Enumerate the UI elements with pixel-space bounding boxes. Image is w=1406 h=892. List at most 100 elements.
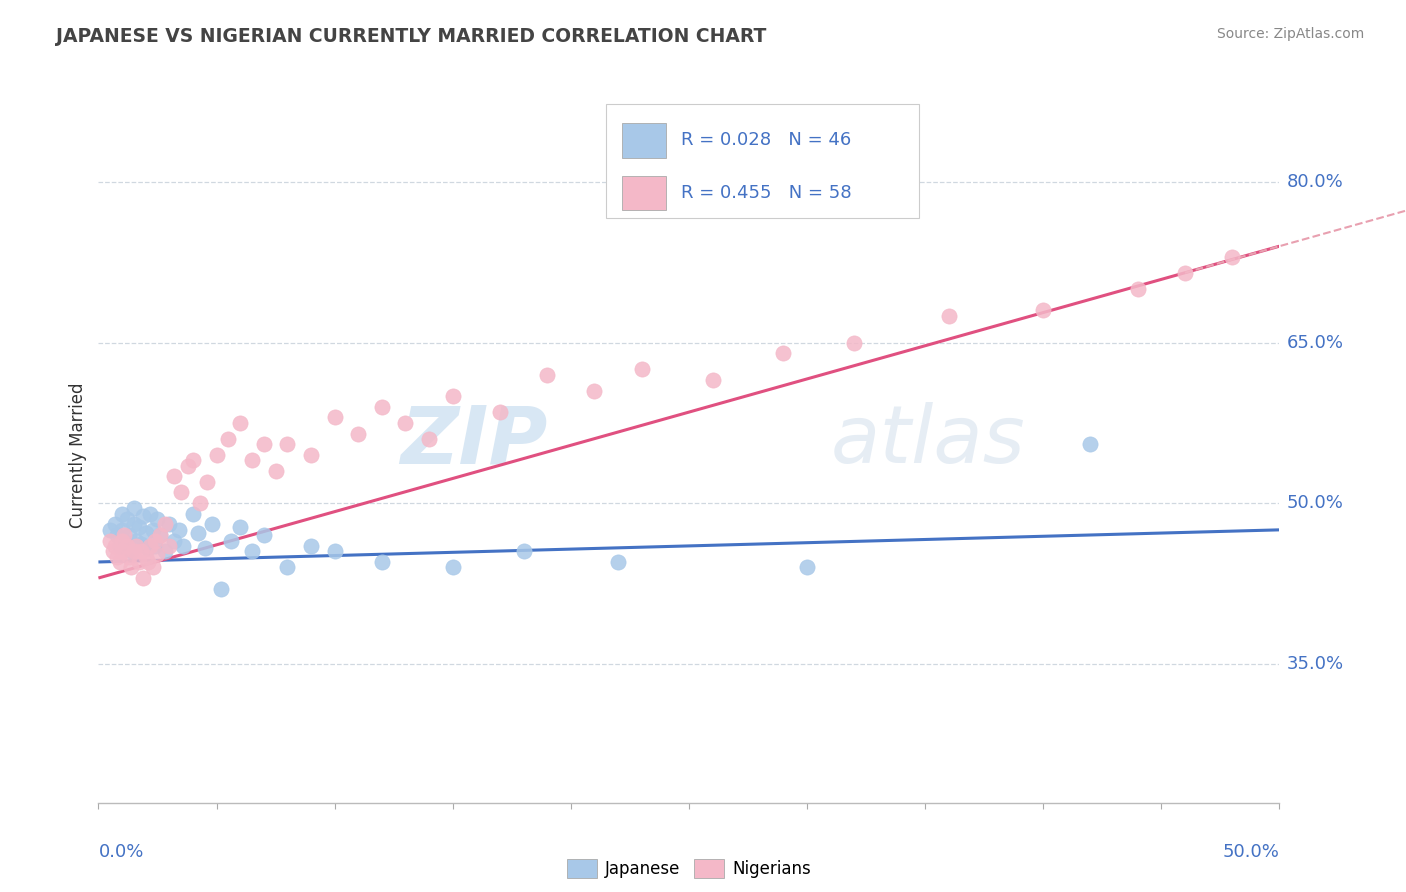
Point <box>219 533 242 548</box>
Point <box>128 555 150 569</box>
Point <box>132 571 155 585</box>
Y-axis label: Currently Married: Currently Married <box>69 382 87 528</box>
Text: 80.0%: 80.0% <box>1286 173 1343 191</box>
Point <box>371 400 394 414</box>
Point <box>264 464 287 478</box>
Point <box>240 453 263 467</box>
Point <box>1174 266 1197 280</box>
Point <box>536 368 558 382</box>
Point <box>209 582 232 596</box>
Point <box>122 544 145 558</box>
Point <box>938 309 960 323</box>
Point <box>146 512 169 526</box>
Point <box>115 512 138 526</box>
Point <box>111 523 134 537</box>
Point <box>229 519 252 533</box>
Point <box>157 539 180 553</box>
Text: R = 0.028   N = 46: R = 0.028 N = 46 <box>682 131 852 149</box>
Point <box>188 496 211 510</box>
Point <box>105 528 128 542</box>
Point <box>1220 250 1243 264</box>
Point <box>253 437 276 451</box>
Point <box>489 405 512 419</box>
Point <box>170 485 193 500</box>
Point <box>98 523 121 537</box>
Point <box>135 526 157 541</box>
Point <box>111 533 134 548</box>
Point <box>299 539 322 553</box>
Point <box>153 544 176 558</box>
Point <box>229 416 252 430</box>
Point <box>347 426 370 441</box>
Point <box>1126 282 1149 296</box>
Point <box>112 533 135 548</box>
Point <box>115 539 138 553</box>
Point <box>1032 303 1054 318</box>
Point <box>149 528 172 542</box>
Text: 50.0%: 50.0% <box>1286 494 1343 512</box>
Point <box>125 539 148 553</box>
Point <box>418 432 440 446</box>
Point <box>132 508 155 523</box>
Point <box>772 346 794 360</box>
Point <box>136 541 159 555</box>
Point <box>143 539 166 553</box>
Point <box>118 528 141 542</box>
Point <box>121 544 143 558</box>
Text: 0.0%: 0.0% <box>98 843 143 861</box>
Point <box>121 560 143 574</box>
Point <box>796 560 818 574</box>
Point <box>105 549 128 564</box>
Point <box>607 555 630 569</box>
Point <box>583 384 606 398</box>
Point <box>135 549 157 564</box>
Point <box>205 448 228 462</box>
Text: atlas: atlas <box>831 402 1025 480</box>
Point <box>512 544 534 558</box>
Point <box>136 555 159 569</box>
Point <box>104 517 127 532</box>
Point <box>163 533 186 548</box>
Point <box>108 555 131 569</box>
Point <box>142 560 165 574</box>
Point <box>125 533 148 548</box>
Point <box>702 373 724 387</box>
Legend: Japanese, Nigerians: Japanese, Nigerians <box>560 853 818 885</box>
Point <box>118 549 141 564</box>
Text: Source: ZipAtlas.com: Source: ZipAtlas.com <box>1216 27 1364 41</box>
Text: 50.0%: 50.0% <box>1223 843 1279 861</box>
Text: R = 0.455   N = 58: R = 0.455 N = 58 <box>682 184 852 202</box>
Point <box>276 560 298 574</box>
Point <box>181 453 204 467</box>
Text: JAPANESE VS NIGERIAN CURRENTLY MARRIED CORRELATION CHART: JAPANESE VS NIGERIAN CURRENTLY MARRIED C… <box>56 27 766 45</box>
Point <box>371 555 394 569</box>
Point <box>187 526 209 541</box>
Point <box>441 389 464 403</box>
Point <box>177 458 200 473</box>
Point <box>201 517 224 532</box>
Point <box>276 437 298 451</box>
Point <box>299 448 322 462</box>
Point <box>323 410 346 425</box>
Point <box>194 541 217 555</box>
Point <box>111 507 134 521</box>
Point <box>112 528 135 542</box>
Point <box>253 528 276 542</box>
Point <box>630 362 652 376</box>
Point <box>146 548 169 562</box>
Point <box>844 335 866 350</box>
Point <box>181 507 204 521</box>
Point <box>149 528 172 542</box>
Point <box>108 539 131 553</box>
Point <box>143 533 166 548</box>
Point <box>98 533 121 548</box>
Point <box>104 539 127 553</box>
Point <box>128 519 150 533</box>
Point <box>323 544 346 558</box>
Point <box>167 523 190 537</box>
Point <box>153 517 176 532</box>
Point <box>122 501 145 516</box>
Point <box>441 560 464 574</box>
Text: 65.0%: 65.0% <box>1286 334 1344 351</box>
Point <box>129 544 152 558</box>
